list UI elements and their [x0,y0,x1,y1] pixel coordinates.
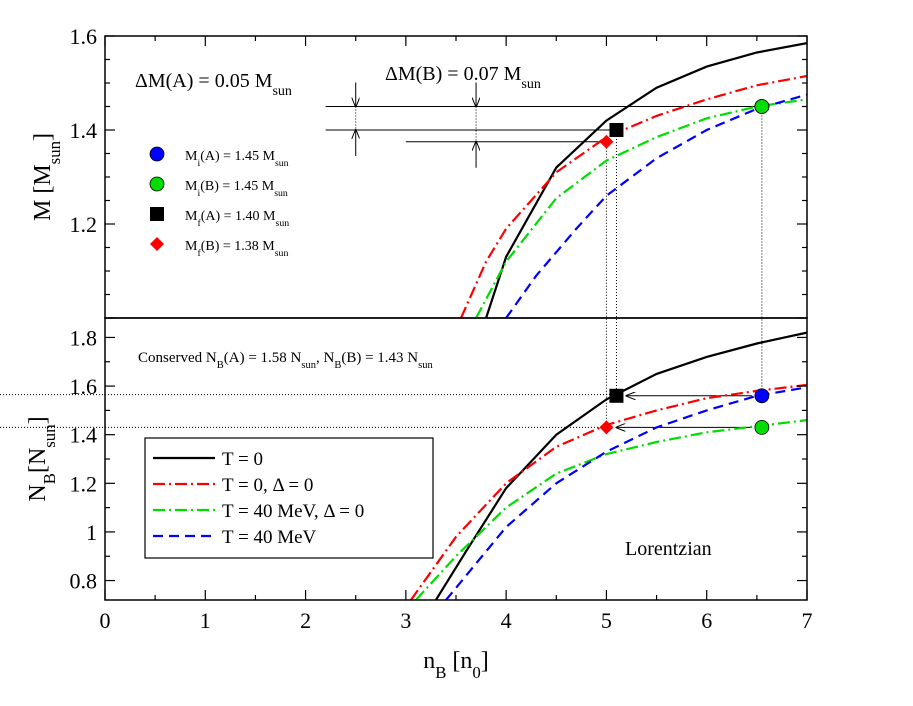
top-series-T40D0 [475,98,807,318]
bottom-xtick-label: 3 [400,608,411,633]
top-legend-label-0: Mi(A) = 1.45 Msun [185,149,289,169]
top-point-2 [609,123,624,137]
top-legend-label-2: Mf(A) = 1.40 Msun [185,209,289,229]
bottom-ytick-label: 0.8 [70,569,98,594]
delta-m-a-annotation: ΔM(A) = 0.05 Msun [135,70,292,99]
legend-label-T40D0: T = 40 MeV, Δ = 0 [222,501,364,522]
bottom-series-T40D0 [415,419,807,600]
bottom-ytick-label: 1.2 [70,471,98,496]
bottom-ytick-label: 1.4 [70,423,98,448]
bottom-ytick-label: 1.6 [70,374,98,399]
top-point-1 [754,99,770,114]
legend-label-T0: T = 0 [222,449,263,470]
top-ytick-label: 1.2 [70,212,98,237]
bottom-series-T0D0 [410,383,807,600]
bottom-x-axis-label: nB [n0] [423,648,489,682]
top-legend-label-1: Mi(B) = 1.45 Msun [185,179,288,199]
bottom-xtick-label: 5 [601,608,612,633]
bottom-point-1 [754,419,770,435]
bottom-point-0 [754,388,770,404]
bottom-xtick-label: 1 [200,608,211,633]
bottom-point-2 [609,388,624,403]
bottom-ytick-label: 1 [86,520,97,545]
top-legend-marker-0 [149,146,165,162]
conserved-nb-annotation: Conserved NB(A) = 1.58 Nsun, NB(B) = 1.4… [138,350,433,371]
top-y-axis-label: M [Msun] [30,133,64,221]
top-legend-label-3: Mf(B) = 1.38 Msun [185,239,288,259]
bottom-y-axis-label: NB[Nsun] [25,416,59,501]
bottom-point-3 [599,420,614,435]
lorentzian-label: Lorentzian [625,538,712,560]
top-point-3 [599,134,614,149]
top-legend-marker-2 [150,207,164,221]
legend-label-T0D0: T = 0, Δ = 0 [222,475,313,496]
legend-label-T40: T = 40 MeV [222,527,317,548]
bottom-panel-baryon-number-chart: 0.8 1 1.2 1.4 1.6 1.8 0 1 2 3 4 5 6 7 nB [n0] NB[Nsun] C… [0,317,813,682]
top-series-T0 [485,42,807,318]
bottom-series-T40 [445,386,807,600]
bottom-xtick-label: 6 [701,608,712,633]
top-ytick-label: 1.6 [70,24,98,49]
top-series-T40 [505,93,807,318]
top-legend-marker-1 [149,176,165,192]
bottom-xtick-label: 7 [802,608,813,633]
bottom-ytick-label: 1.8 [70,325,98,350]
delta-m-b-annotation: ΔM(B) = 0.07 Msun [385,63,541,92]
bottom-xtick-label: 4 [501,608,512,633]
top-legend-marker-3 [150,237,164,251]
bottom-xtick-label: 2 [300,608,311,633]
bottom-series-T0 [434,331,807,600]
top-series-T0D0 [459,74,807,318]
top-ytick-label: 1.4 [70,118,98,143]
bottom-xtick-label: 0 [100,608,111,633]
